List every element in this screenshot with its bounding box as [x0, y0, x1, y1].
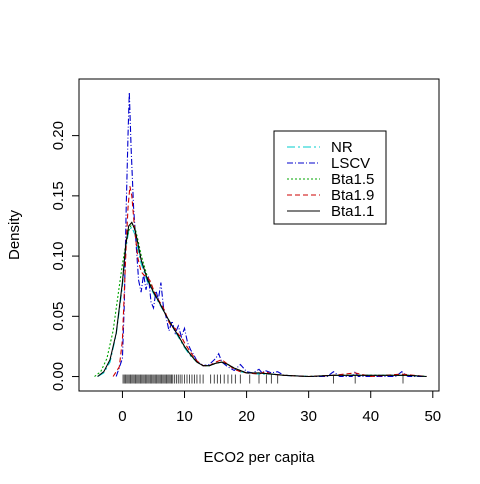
legend-label-bta1-1: Bta1.1 — [331, 203, 374, 220]
legend-label-bta1-9: Bta1.9 — [331, 187, 374, 204]
legend-label-lscv: LSCV — [331, 155, 370, 172]
legend-label-bta1-5: Bta1.5 — [331, 171, 374, 188]
legend-label-nr: NR — [331, 139, 353, 156]
series-line-bta1-5 — [94, 222, 427, 378]
plot-box — [78, 78, 440, 392]
y-tick-label: 0.15 — [50, 181, 67, 210]
rug-marks — [122, 374, 404, 384]
x-tick-label: 50 — [424, 408, 441, 425]
x-tick-label: 20 — [238, 408, 255, 425]
x-tick-label: 0 — [118, 408, 126, 425]
y-axis: 0.00 0.05 0.10 0.15 0.20 — [50, 121, 80, 391]
y-tick-label: 0.00 — [50, 362, 67, 391]
x-tick-label: 10 — [176, 408, 193, 425]
y-tick-label: 0.10 — [50, 241, 67, 270]
y-tick-label: 0.05 — [50, 302, 67, 331]
series-line-nr — [97, 226, 427, 378]
y-tick-label: 0.20 — [50, 121, 67, 150]
series-line-bta1-1 — [97, 221, 427, 378]
series-line-bta1-9 — [112, 186, 427, 378]
x-axis-label: ECO2 per capita — [204, 449, 316, 466]
density-curves — [94, 92, 427, 378]
x-tick-label: 30 — [300, 408, 317, 425]
x-axis: 0 10 20 30 40 50 — [118, 390, 441, 425]
y-axis-label: Density — [6, 209, 23, 260]
x-tick-label: 40 — [362, 408, 379, 425]
